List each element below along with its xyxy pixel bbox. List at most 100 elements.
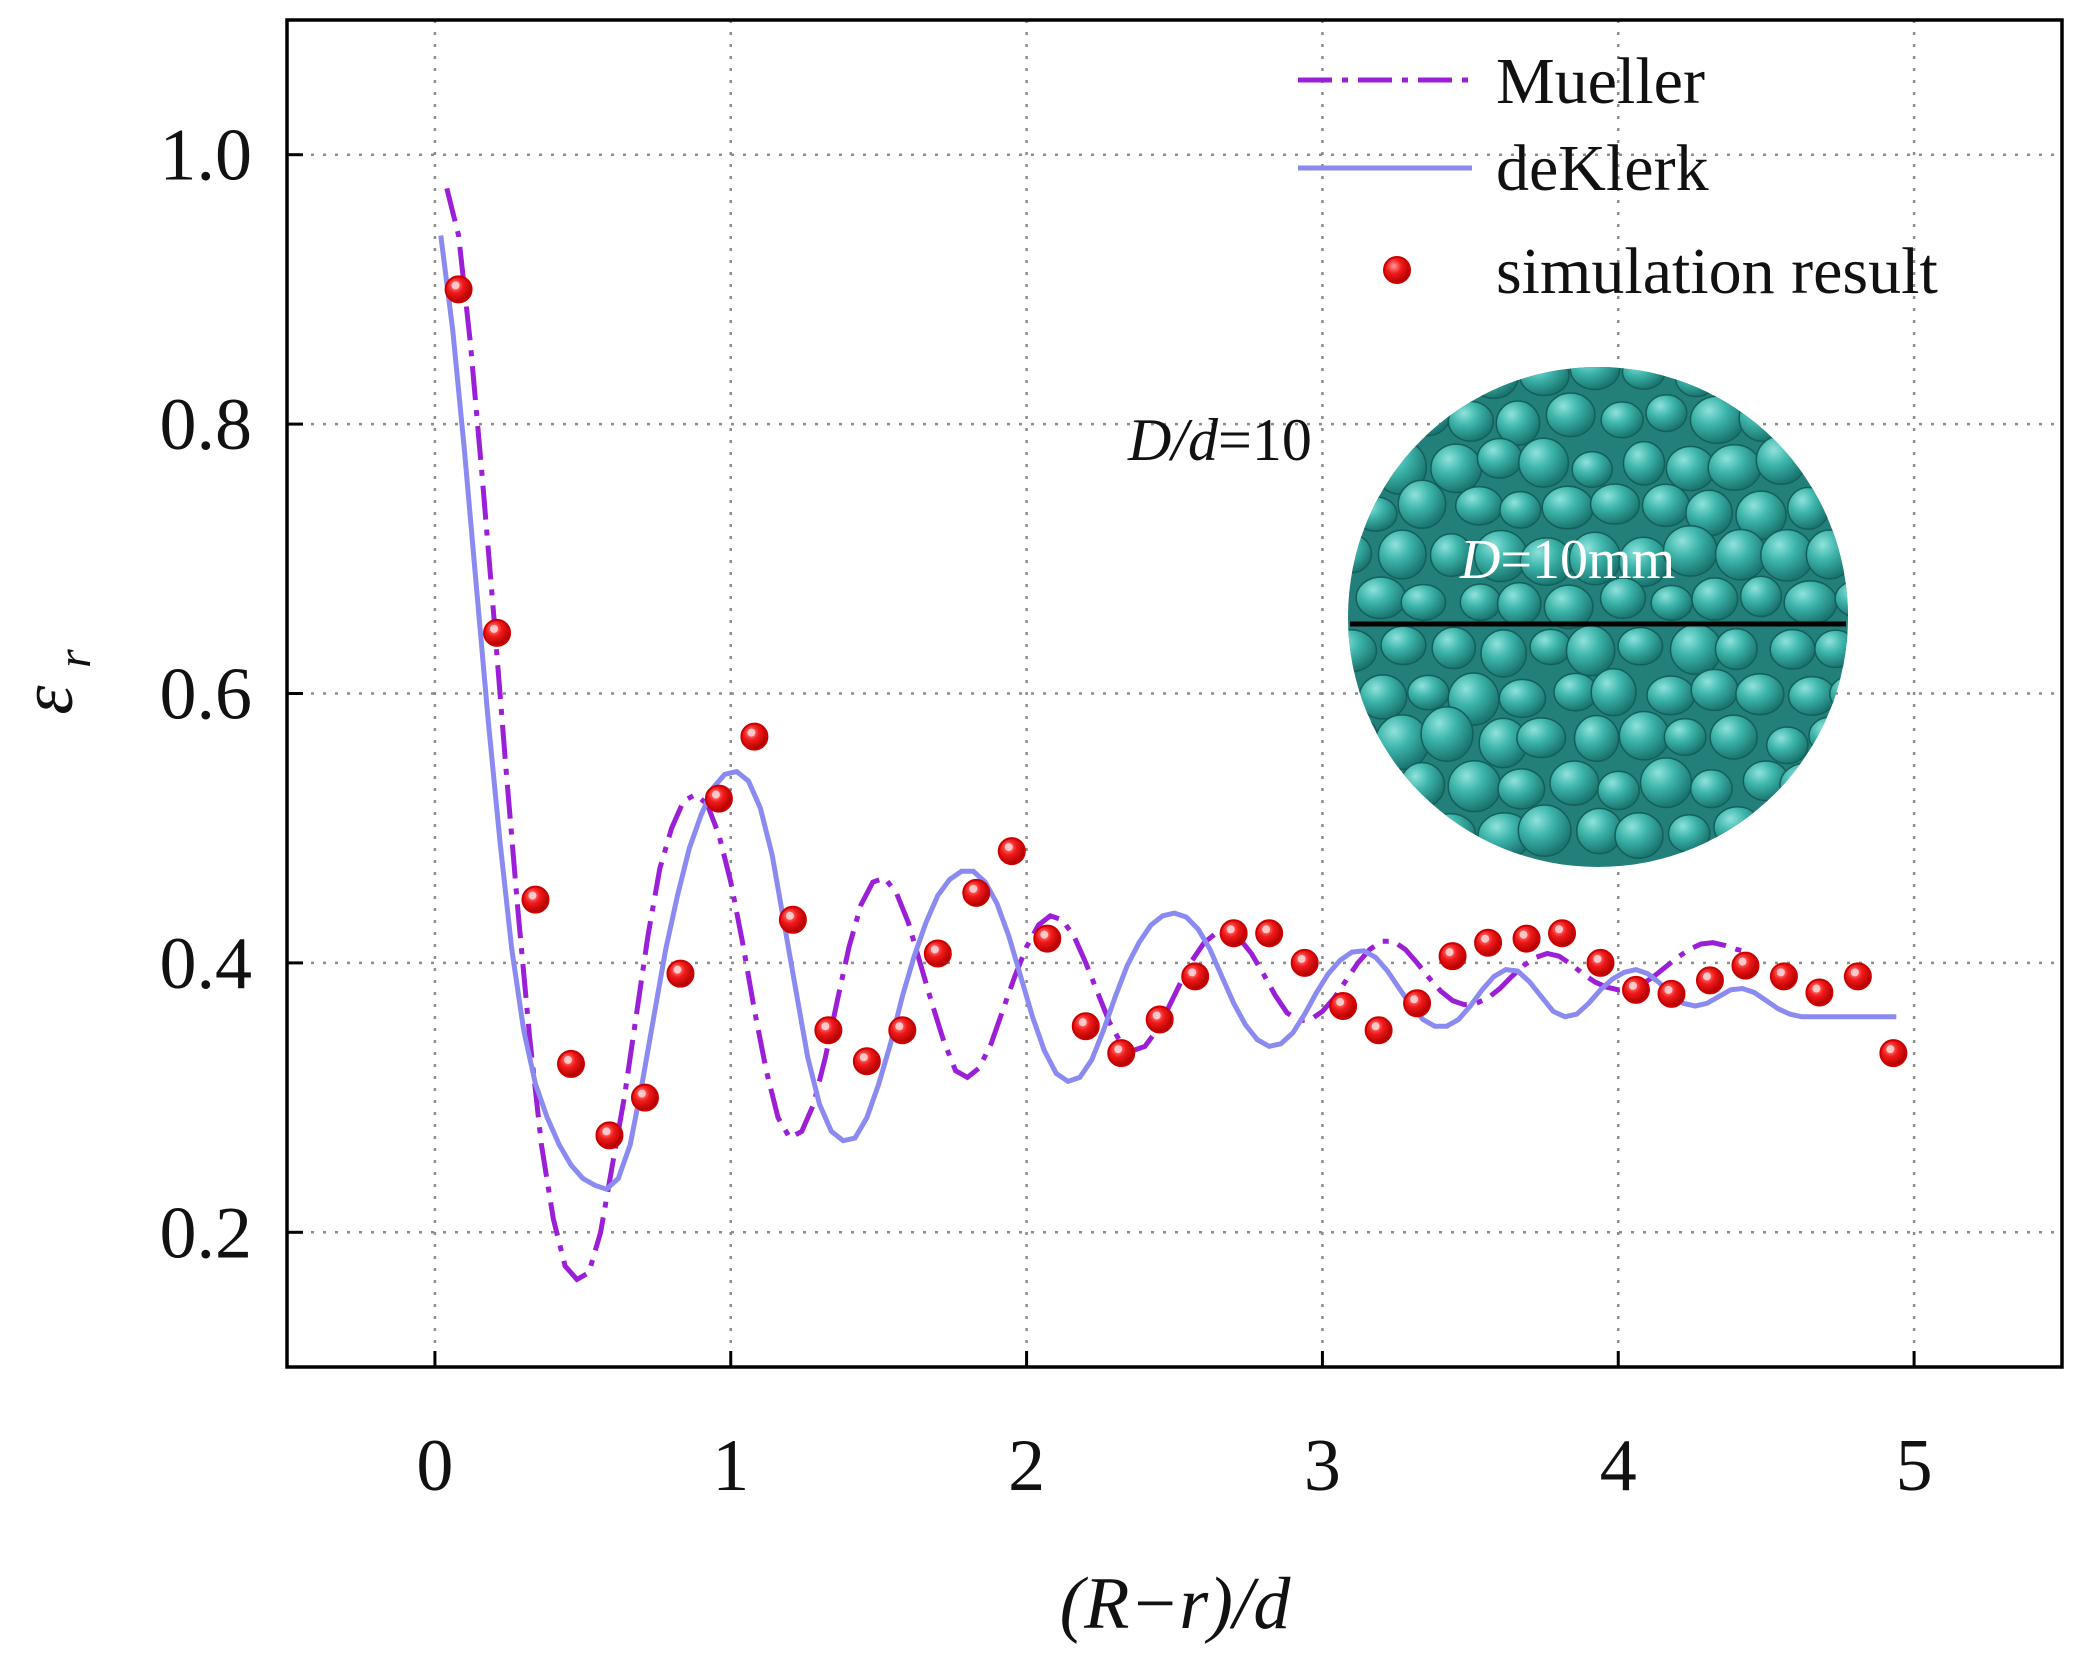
simulation-point [1329, 992, 1358, 1021]
bead-sphere [1641, 483, 1690, 528]
y-tick-label: 1.0 [160, 115, 253, 197]
bead-sphere [1589, 483, 1641, 525]
bead-sphere [1597, 770, 1641, 811]
simulation-point [483, 618, 512, 647]
bead-sphere [1590, 668, 1637, 717]
simulation-point [521, 885, 550, 914]
simulation-point [1107, 1039, 1136, 1068]
bead-sphere [1406, 674, 1450, 711]
y-tick-label: 0.2 [160, 1192, 253, 1274]
y-axis-symbol: ε [7, 685, 89, 715]
bead-sphere [1549, 760, 1600, 806]
bead-sphere [1380, 625, 1427, 666]
legend-simulation-swatch [1383, 256, 1411, 284]
ratio-annotation: D/d=10 [1127, 407, 1312, 473]
bead-sphere [1447, 400, 1495, 442]
axis-ticks: 0 1 2 3 4 5 0.2 0.4 0.6 0.8 1.0 [160, 115, 1933, 1507]
x-tick-label: 2 [1008, 1425, 1045, 1507]
bead-sphere [1476, 437, 1523, 479]
bead-sphere [1517, 804, 1572, 858]
bead-sphere [1738, 393, 1787, 442]
legend-simulation-label: simulation result [1496, 235, 1938, 308]
simulation-point [595, 1121, 624, 1150]
legend-mueller-label: Mueller [1496, 45, 1705, 118]
bead-sphere [1374, 714, 1430, 771]
simulation-point [1731, 951, 1760, 980]
bead-sphere [1541, 485, 1595, 530]
simulation-point [852, 1047, 881, 1076]
y-tick-label: 0.6 [160, 654, 253, 736]
bead-sphere [1498, 678, 1547, 719]
diameter-annotation: D=10mm [1459, 529, 1675, 591]
y-axis-title: ε r [7, 649, 101, 715]
simulation-point [1548, 919, 1577, 948]
bead-sphere [1783, 580, 1838, 626]
bead-sphere [1769, 628, 1816, 670]
bead-sphere [1709, 714, 1758, 760]
bead-sphere [1714, 627, 1758, 671]
simulation-point [997, 837, 1026, 866]
bead-sphere [1599, 577, 1647, 620]
bead-sphere [1499, 490, 1542, 529]
simulation-point [1586, 948, 1615, 977]
simulation-point [1071, 1012, 1100, 1041]
bead-sphere [1713, 806, 1762, 849]
bead-sphere [1358, 674, 1408, 720]
simulation-point [1033, 924, 1062, 953]
bead-sphere [1814, 629, 1848, 669]
bead-sphere [1691, 577, 1739, 621]
bead-sphere [1621, 367, 1666, 390]
simulation-point [666, 959, 695, 988]
bead-sphere [1399, 761, 1446, 808]
simulation-point [814, 1016, 843, 1045]
simulation-point [557, 1049, 585, 1078]
x-axis-title: (R−r)/d [1060, 1563, 1292, 1645]
bead-sphere [1690, 668, 1739, 712]
bead-sphere [1569, 367, 1621, 391]
bead-sphere [1353, 496, 1398, 532]
simulation-point [1438, 942, 1467, 971]
bead-sphere [1622, 440, 1666, 486]
y-tick-label: 0.8 [160, 384, 253, 466]
simulation-point [1512, 924, 1541, 953]
bead-sphere [1689, 769, 1733, 809]
bead-sphere [1401, 393, 1451, 437]
bead-sphere [1714, 528, 1767, 581]
simulation-point [1843, 962, 1872, 991]
bead-sphere [1665, 445, 1716, 492]
bead-sphere [1667, 813, 1711, 854]
simulation-point [1474, 928, 1503, 957]
simulation-point [630, 1083, 659, 1112]
bead-sphere [1639, 757, 1693, 809]
bead-sphere [1355, 576, 1407, 620]
simulation-point [1255, 919, 1284, 948]
bead-sphere [1495, 400, 1541, 446]
y-tick-label: 0.4 [160, 923, 253, 1005]
bead-sphere [1646, 675, 1696, 716]
bead-sphere [1739, 575, 1783, 618]
bead-sphere [1573, 714, 1620, 763]
bead-sphere [1645, 393, 1688, 433]
simulation-point [704, 784, 733, 813]
simulation-point [1805, 978, 1834, 1007]
simulation-point [444, 275, 473, 304]
bead-sphere [1787, 675, 1837, 716]
bead-sphere [1377, 529, 1427, 580]
simulation-point [1657, 979, 1686, 1008]
bead-sphere [1420, 706, 1474, 762]
bead-sphere [1571, 450, 1613, 489]
bead-sphere [1431, 626, 1477, 670]
simulation-markers [444, 275, 1908, 1150]
bead-sphere [1760, 528, 1814, 582]
bead-sphere [1663, 717, 1707, 757]
bead-sphere [1447, 760, 1502, 813]
simulation-point [888, 1016, 917, 1045]
x-tick-label: 1 [712, 1425, 749, 1507]
deklerk-series-line [438, 235, 1897, 1193]
bead-sphere [1669, 623, 1723, 676]
bead-sphere [1786, 486, 1830, 531]
bead-sphere [1618, 710, 1670, 761]
packed-bed-inset-image: D=10mm [1348, 367, 1848, 867]
bead-sphere [1543, 584, 1594, 630]
